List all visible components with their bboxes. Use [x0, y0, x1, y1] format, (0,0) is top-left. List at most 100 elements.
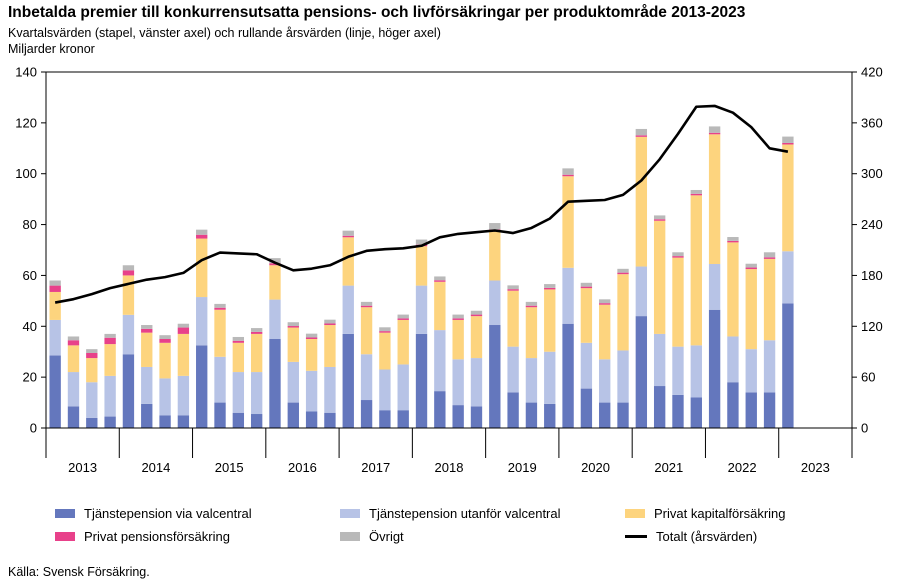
y-right-tick-label: 300 — [861, 166, 883, 181]
bar-segment — [86, 382, 98, 418]
bar-segment — [763, 258, 776, 341]
bar-segment — [269, 263, 281, 266]
bar-segment — [580, 282, 593, 287]
bar-segment — [397, 364, 409, 411]
x-year-label: 2020 — [581, 460, 610, 475]
bar-segment — [525, 358, 538, 403]
bar-segment — [104, 337, 116, 345]
bar-segment — [287, 402, 299, 428]
bar-segment — [214, 307, 226, 310]
bar-segment — [397, 319, 409, 365]
y-left-tick-label: 20 — [23, 370, 37, 385]
bar-segment — [214, 356, 226, 403]
bar-segment — [49, 291, 61, 320]
bar-segment — [562, 174, 574, 177]
bar-segment — [745, 263, 757, 268]
bar-segment — [305, 339, 318, 371]
bar-segment — [489, 230, 501, 281]
bar-segment — [250, 414, 263, 428]
bar-segment — [196, 297, 208, 346]
bar-segment — [67, 345, 80, 373]
bar-segment — [269, 339, 281, 428]
bar-segment — [86, 358, 98, 383]
y-left-tick-label: 0 — [30, 421, 37, 436]
bar-segment — [580, 288, 593, 343]
bar-segment — [544, 284, 556, 288]
bar-segment — [470, 314, 483, 317]
bar-segment — [452, 318, 464, 320]
bar-segment — [141, 325, 153, 329]
bar-segment — [177, 327, 190, 334]
bar-group — [49, 126, 794, 428]
bar-segment — [507, 285, 519, 290]
bar-segment — [67, 340, 80, 346]
bar-segment — [342, 237, 354, 286]
bar-segment — [525, 305, 538, 308]
bar-segment — [196, 229, 208, 235]
bar-segment — [434, 276, 446, 281]
bar-segment — [562, 323, 574, 428]
y-right-tick-label: 180 — [861, 268, 883, 283]
bar-segment — [690, 345, 702, 398]
bar-segment — [782, 303, 794, 428]
bar-segment — [305, 370, 318, 412]
bar-segment — [580, 388, 593, 428]
bar-segment — [86, 417, 98, 428]
bar-segment — [177, 323, 190, 328]
y-left-tick-label: 80 — [23, 217, 37, 232]
bar-segment — [159, 339, 171, 343]
bar-segment — [324, 323, 336, 326]
bar-segment — [708, 309, 721, 428]
bar-segment — [690, 189, 702, 194]
bar-segment — [305, 411, 318, 428]
bar-segment — [104, 375, 116, 417]
x-year-label: 2022 — [728, 460, 757, 475]
bar-segment — [342, 333, 354, 428]
bar-segment — [250, 331, 263, 334]
bar-segment — [287, 327, 299, 362]
bar-segment — [104, 416, 116, 428]
bar-segment — [287, 326, 299, 328]
bar-segment — [397, 318, 409, 320]
bar-segment — [305, 333, 318, 338]
bar-segment — [672, 256, 684, 258]
bar-segment — [232, 336, 245, 341]
bar-segment — [562, 176, 574, 268]
bar-segment — [635, 136, 648, 267]
bar-segment — [562, 267, 574, 324]
bar-segment — [727, 237, 739, 241]
bar-segment — [599, 304, 611, 360]
bar-segment — [635, 266, 648, 317]
plot-frame — [45, 71, 853, 429]
bar-segment — [653, 333, 666, 387]
bar-segment — [763, 257, 776, 259]
bar-segment — [397, 314, 409, 319]
bar-segment — [324, 325, 336, 367]
bar-segment — [342, 285, 354, 334]
bar-segment — [727, 240, 739, 243]
bar-segment — [104, 333, 116, 338]
bar-segment — [122, 354, 135, 428]
bar-segment — [196, 238, 208, 298]
y-right-tick-label: 360 — [861, 115, 883, 130]
bar-segment — [708, 132, 721, 135]
bar-segment — [782, 251, 794, 304]
bar-segment — [489, 280, 501, 326]
bar-segment — [49, 285, 61, 292]
bar-segment — [544, 287, 556, 290]
bar-segment — [104, 344, 116, 376]
x-year-label: 2015 — [215, 460, 244, 475]
bar-segment — [635, 135, 648, 137]
bar-segment — [360, 307, 373, 355]
bar-segment — [49, 319, 61, 356]
x-year-label: 2021 — [654, 460, 683, 475]
bar-segment — [763, 252, 776, 258]
bar-segment — [544, 289, 556, 352]
axes-group: 0 20 40 60 80 100 120 140 0 60 120 180 240 300 360 420 2… — [15, 65, 882, 476]
bar-segment — [141, 328, 153, 333]
bar-segment — [250, 328, 263, 332]
bar-segment — [599, 402, 611, 428]
bar-segment — [635, 316, 648, 428]
bar-segment — [49, 280, 61, 286]
bar-segment — [489, 325, 501, 428]
